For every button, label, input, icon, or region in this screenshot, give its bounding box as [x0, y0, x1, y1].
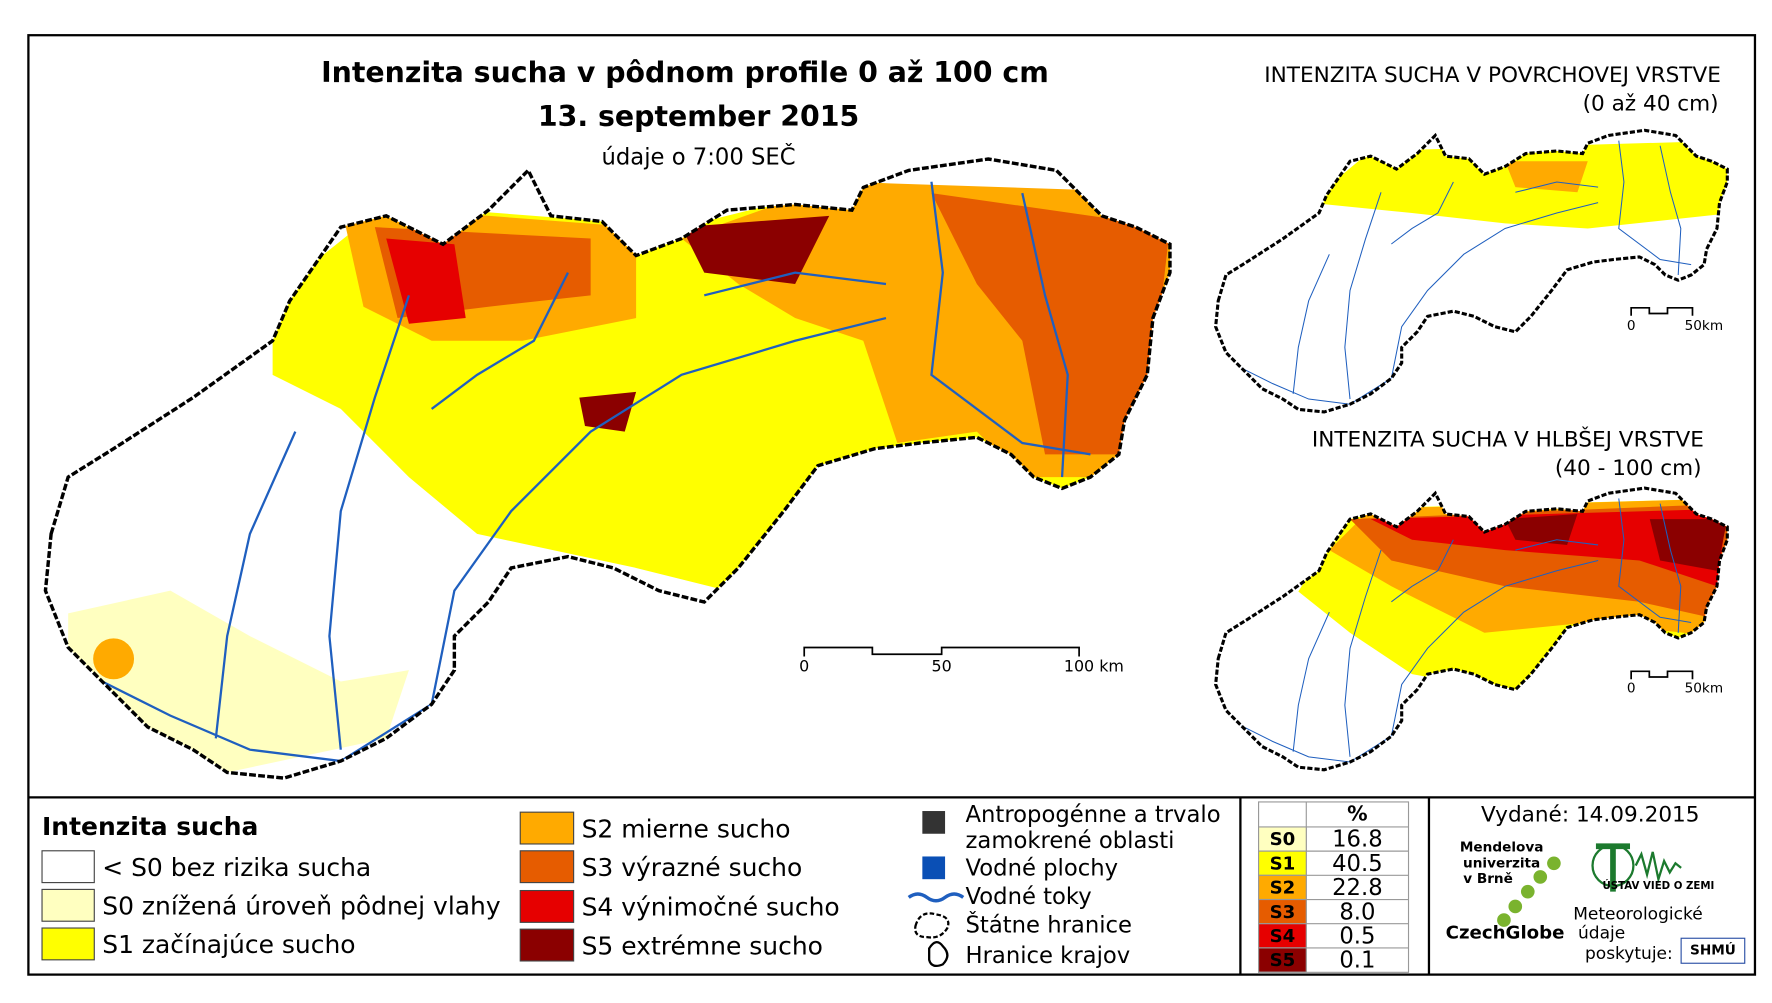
table-class-cell	[1258, 947, 1307, 973]
legend-label: S1 začínajúce sucho	[102, 930, 355, 959]
logo-text: ÚSTAV VIED O ZEMI	[1602, 879, 1714, 892]
logos: Mendelova univerzita v Brně CzechGlobe Ú…	[1446, 839, 1746, 964]
feature-label: Vodné toky	[966, 884, 1092, 910]
legend-label: S4 výnimočné sucho	[582, 893, 840, 922]
logo-text: SHMÚ	[1690, 941, 1736, 959]
title: Intenzita sucha v pôdnom profile 0 až 10…	[321, 56, 1049, 89]
feature-label: Vodné plochy	[966, 855, 1119, 881]
legend-label: S2 mierne sucho	[582, 814, 791, 843]
legend-swatch	[519, 889, 575, 923]
legend-swatch	[519, 928, 575, 962]
legend: < S0 bez rizika sucha S0 znížená úroveň p…	[41, 811, 840, 962]
table-class: S3	[1270, 902, 1296, 923]
table-class: S0	[1270, 829, 1296, 850]
scale-bar	[803, 306, 1694, 680]
legend-swatch	[41, 850, 95, 884]
table-value: 8.0	[1339, 899, 1375, 925]
main-map	[43, 157, 1172, 780]
legend-swatch	[519, 850, 575, 884]
table-header: %	[1347, 801, 1367, 825]
logo-text: v Brně	[1463, 871, 1513, 887]
logo-text: údaje	[1578, 924, 1625, 944]
table-class-cell	[1258, 874, 1307, 901]
logo-text: univerzita	[1463, 855, 1540, 871]
inset-subtitle: (40 - 100 cm)	[1555, 456, 1702, 481]
feature-label: Štátne hranice	[966, 910, 1132, 938]
table-value: 0.5	[1339, 923, 1375, 949]
feature-label: Antropogénne a trvalo	[966, 802, 1221, 828]
table-value: 16.8	[1332, 827, 1383, 853]
legend-swatch	[41, 888, 95, 922]
scale-label: 0	[1627, 680, 1636, 696]
table-class-cell	[1258, 898, 1307, 925]
scale-label: 100 km	[1064, 656, 1124, 675]
table-value: 40.5	[1332, 851, 1383, 877]
logo-text: poskytuje:	[1585, 944, 1673, 964]
scale-label: 50km	[1685, 680, 1724, 696]
legend-title: Intenzita sucha	[42, 812, 258, 841]
table-value: 0.1	[1339, 948, 1375, 974]
table-class: S1	[1270, 853, 1296, 874]
inset-title: INTENZITA SUCHA V HLBŠEJ VRSTVE	[1312, 427, 1704, 453]
scale-label: 50	[932, 656, 952, 675]
subtitle: údaje o 7:00 SEČ	[602, 142, 796, 170]
inset-title: INTENZITA SUCHA V POVRCHOVEJ VRSTVE	[1264, 63, 1721, 88]
feature-icons	[907, 811, 965, 968]
inset-subtitle: (0 až 40 cm)	[1583, 92, 1719, 117]
table-class: S2	[1270, 878, 1296, 899]
scale-label: 50km	[1685, 318, 1724, 334]
date: 13. september 2015	[538, 100, 859, 133]
legend-label: S5 extrémne sucho	[582, 931, 823, 960]
logo-text: CzechGlobe	[1446, 923, 1565, 944]
logo-text: Mendelova	[1460, 839, 1544, 855]
legend-label: S3 výrazné sucho	[582, 853, 803, 882]
scale-label: 0	[799, 656, 809, 675]
scale-label: 0	[1627, 318, 1636, 334]
inset-map	[1214, 128, 1729, 414]
legend-label: S0 znížená úroveň pôdnej vlahy	[102, 892, 501, 921]
legend-swatch	[519, 811, 575, 845]
feature-label: zamokrené oblasti	[966, 828, 1175, 854]
legend-swatch	[41, 927, 95, 961]
table-class: S5	[1270, 950, 1296, 971]
table-class-cell	[1258, 826, 1307, 852]
table-value: 22.8	[1332, 875, 1383, 901]
legend-label: < S0 bez rizika sucha	[102, 853, 371, 882]
table-class: S4	[1270, 926, 1296, 947]
logo-text: Meteorologické	[1573, 904, 1702, 924]
feature-label: Hranice krajov	[966, 943, 1131, 969]
issued-date: Vydané: 14.09.2015	[1481, 803, 1699, 828]
percent-table: % S0 16.8 S1 40.5 S2 22.8 S3 8.0 S4 0.5 S5 0.1	[1258, 801, 1410, 974]
